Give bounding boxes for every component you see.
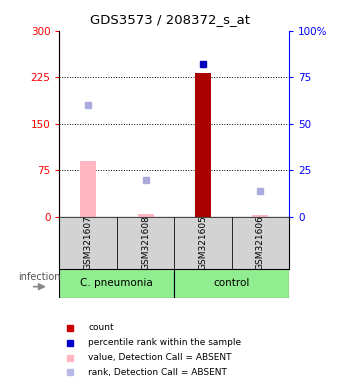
Bar: [252, 215, 268, 217]
Bar: [232, 217, 289, 269]
Text: count: count: [88, 323, 114, 332]
Text: GSM321607: GSM321607: [84, 215, 93, 270]
Text: GDS3573 / 208372_s_at: GDS3573 / 208372_s_at: [90, 13, 250, 26]
Text: percentile rank within the sample: percentile rank within the sample: [88, 338, 242, 347]
Text: C. pneumonia: C. pneumonia: [81, 278, 153, 288]
Bar: [195, 73, 211, 217]
Text: GSM321608: GSM321608: [141, 215, 150, 270]
Bar: [59, 217, 117, 269]
Text: GSM321606: GSM321606: [256, 215, 265, 270]
Bar: [59, 269, 174, 298]
Text: rank, Detection Call = ABSENT: rank, Detection Call = ABSENT: [88, 368, 227, 377]
Text: GSM321605: GSM321605: [199, 215, 207, 270]
Bar: [174, 269, 289, 298]
Bar: [137, 214, 154, 217]
Text: control: control: [214, 278, 250, 288]
Bar: [80, 161, 96, 217]
Bar: [117, 217, 174, 269]
Text: infection: infection: [18, 272, 61, 282]
Text: value, Detection Call = ABSENT: value, Detection Call = ABSENT: [88, 353, 232, 362]
Bar: [174, 217, 232, 269]
